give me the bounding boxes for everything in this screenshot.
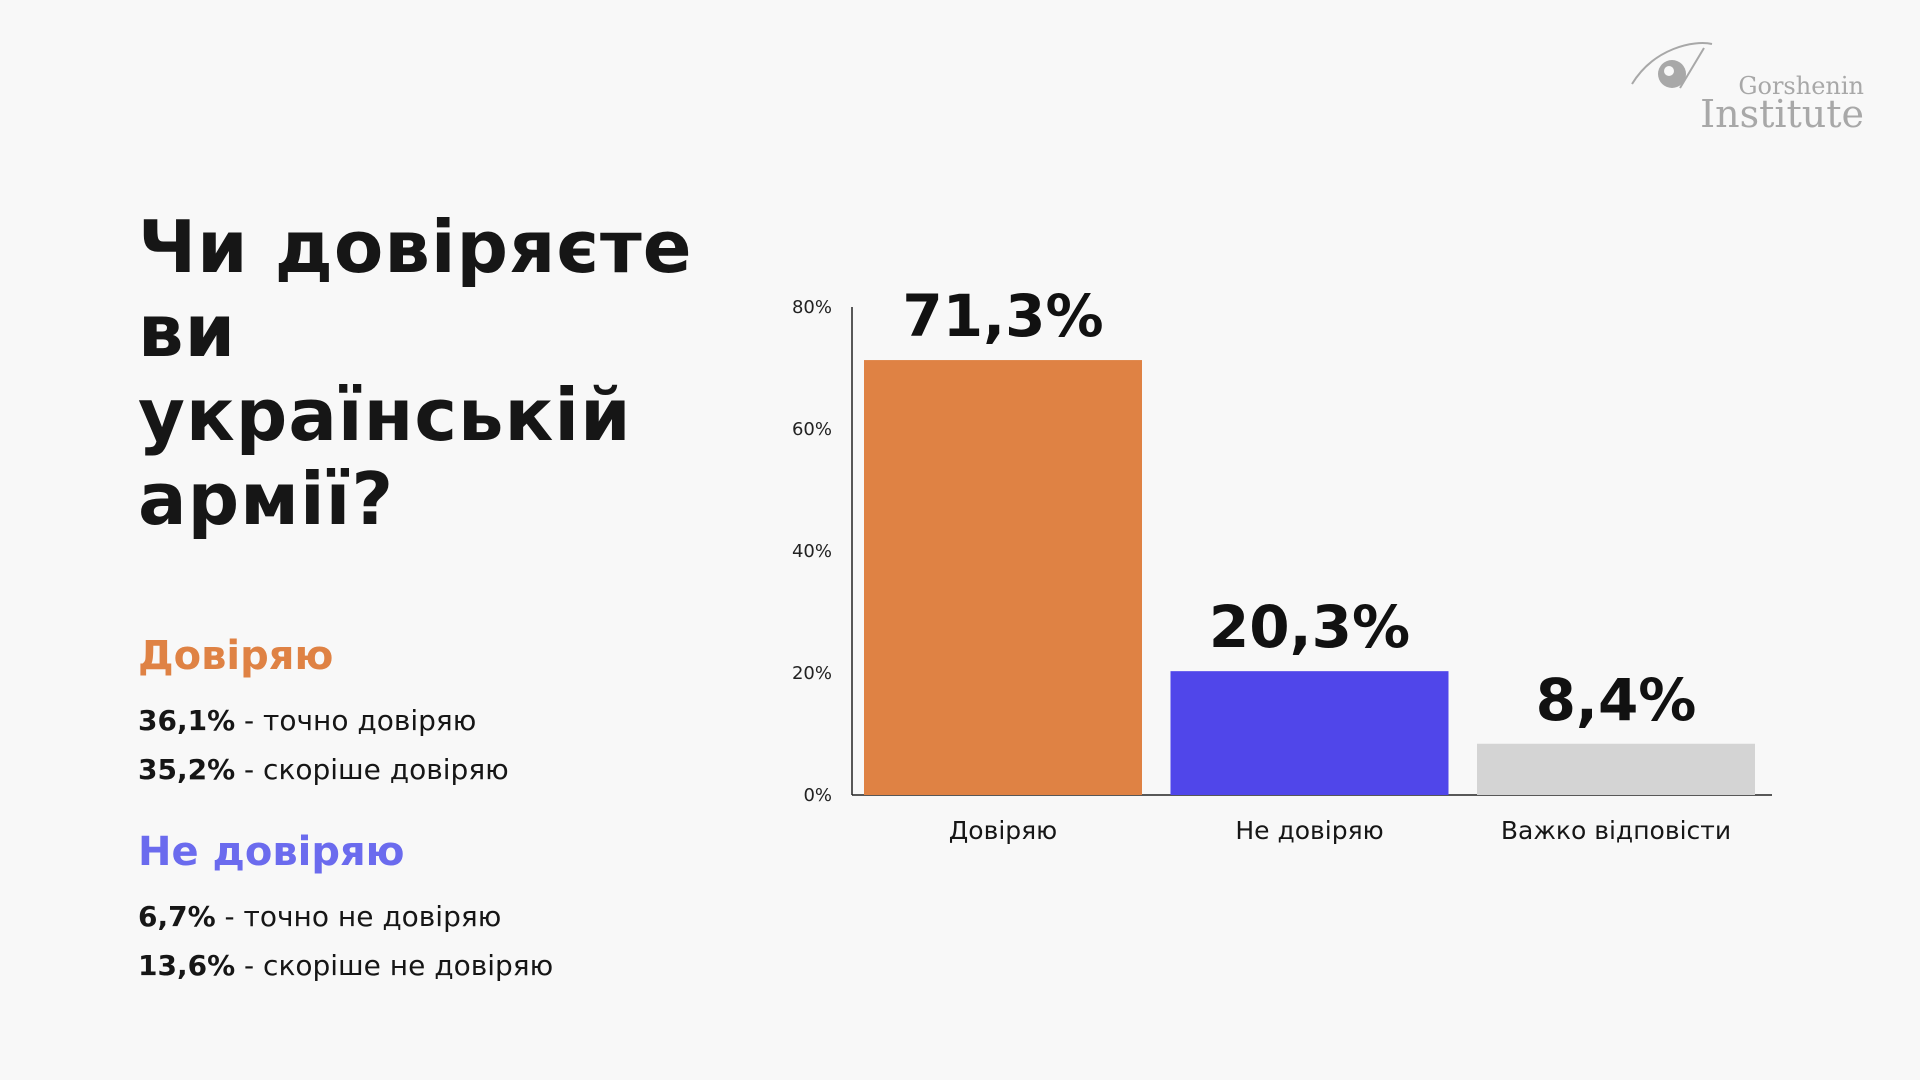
legend-row-text: - точно не довіряю [215,900,502,933]
y-tick-label: 80% [792,297,832,318]
bar [1170,671,1449,795]
legend-row-value: 6,7% [138,900,216,933]
legend-row: 6,7% - точно не довіряю [138,892,738,941]
legend-group-trust: Довіряю 36,1% - точно довіряю 35,2% - ск… [138,628,738,794]
logo-text-line1: Gorshenin [1738,72,1864,100]
x-category-label: Довіряю [949,816,1057,845]
y-tick-label: 60% [792,419,832,440]
bar-value-label: 20,3% [1209,593,1410,661]
gorshenin-logo: Gorshenin Institute [1624,38,1864,138]
legend-row-text: - скоріше не довіряю [235,949,554,982]
legend-row-value: 35,2% [138,753,236,786]
logo-text-line2: Institute [1700,92,1864,136]
legend-row: 35,2% - скоріше довіряю [138,745,738,794]
bar [1477,743,1755,795]
legend-row-text: - скоріше довіряю [235,753,509,786]
legend-row-value: 36,1% [138,704,236,737]
legend-group-title: Не довіряю [138,829,405,875]
legend-group-title: Довіряю [138,633,334,679]
y-tick-label: 40% [792,541,832,562]
bar [864,360,1142,795]
legend-row: 36,1% - точно довіряю [138,696,738,745]
bar-value-label: 71,3% [902,282,1103,350]
legend-row-value: 13,6% [138,949,236,982]
eye-logo-icon [1631,42,1713,89]
y-tick-label: 20% [792,663,832,684]
bar-value-label: 8,4% [1536,666,1697,734]
question-title: Чи довіряєте ви українській армії? [138,205,693,541]
x-category-label: Не довіряю [1235,816,1383,845]
x-category-label: Важко відповісти [1501,816,1731,845]
legend-group-distrust: Не довіряю 6,7% - точно не довіряю 13,6%… [138,824,738,990]
legend-row: 13,6% - скоріше не довіряю [138,941,738,990]
y-tick-label: 0% [803,785,832,806]
legend: Довіряю 36,1% - точно довіряю 35,2% - ск… [138,628,738,990]
legend-row-text: - точно довіряю [235,704,477,737]
